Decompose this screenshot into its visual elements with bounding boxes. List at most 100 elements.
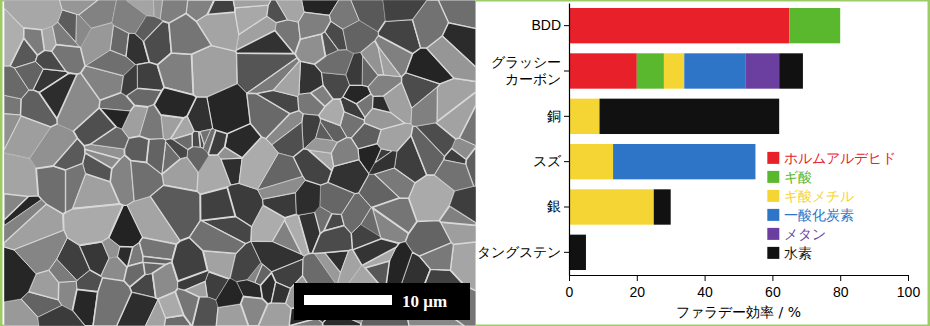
micrograph-facet xyxy=(145,300,165,326)
x-tick-mark xyxy=(772,275,773,281)
micrograph-facet xyxy=(295,34,325,65)
bar-segment xyxy=(789,8,840,43)
x-tick: 60 xyxy=(765,275,781,300)
x-tick-label: 0 xyxy=(566,284,574,300)
micrograph-facet xyxy=(362,56,378,86)
legend-label: 水素 xyxy=(784,245,812,261)
micrograph-facet xyxy=(189,220,245,253)
scale-bar: 10 μm xyxy=(294,283,470,320)
x-tick-mark xyxy=(908,275,909,281)
legend-entry: ギ酸メチル xyxy=(767,188,854,204)
x-tick: 0 xyxy=(566,275,574,300)
bar-segment xyxy=(840,8,841,43)
micrograph-facet xyxy=(342,193,372,233)
bar-segment xyxy=(600,99,780,134)
micrograph-facet xyxy=(299,62,323,95)
micrograph-facet xyxy=(276,0,304,22)
y-tick: 銅 xyxy=(547,108,569,124)
x-tick: 100 xyxy=(897,275,921,300)
micrograph-facet xyxy=(208,130,227,155)
micrograph-facet xyxy=(411,87,437,126)
micrograph-facet xyxy=(319,99,344,126)
x-tick-mark xyxy=(705,275,706,281)
y-tick: 銀 xyxy=(547,198,569,214)
micrograph-facet xyxy=(112,0,146,33)
micrograph-facet xyxy=(153,0,162,19)
micrograph-facet xyxy=(225,124,262,158)
micrograph-facet xyxy=(357,94,373,117)
micrograph-facet xyxy=(4,114,21,150)
legend-swatch xyxy=(767,171,779,183)
micrograph-facet xyxy=(185,281,207,297)
bar-segment xyxy=(664,53,684,88)
micrograph-facet xyxy=(85,149,120,168)
micrograph xyxy=(4,0,476,326)
micrograph-facet xyxy=(73,108,116,146)
x-tick-label: 40 xyxy=(697,284,713,300)
bar-segment xyxy=(745,53,779,88)
legend-label: 一酸化炭素 xyxy=(784,207,854,223)
legend-entry: 水素 xyxy=(767,245,812,261)
micrograph-facet xyxy=(233,0,271,8)
legend-label: ギ酸メチル xyxy=(784,188,854,204)
micrograph-facet xyxy=(383,0,427,21)
y-tick-label: タングステン xyxy=(477,244,561,260)
micrograph-facet xyxy=(66,164,86,213)
micrograph-facet xyxy=(38,305,85,326)
micrograph-facet xyxy=(353,239,399,266)
micrograph-facet xyxy=(216,278,244,307)
legend-label: メタン xyxy=(784,226,826,242)
micrograph-facet xyxy=(236,31,295,54)
legend-swatch xyxy=(767,152,779,164)
micrograph-facet xyxy=(4,153,38,197)
y-tick: グラッシーカーボン xyxy=(491,54,569,87)
y-tick-mark xyxy=(564,161,569,162)
x-tick: 20 xyxy=(630,275,646,300)
micrograph-facet xyxy=(436,92,476,139)
x-tick-label: 100 xyxy=(897,284,921,300)
bar-segment xyxy=(569,53,637,88)
bar-segment xyxy=(840,8,841,43)
legend: ホルムアルデヒドギ酸ギ酸メチル一酸化炭素メタン水素 xyxy=(767,150,896,261)
micrograph-facet xyxy=(121,65,137,96)
micrograph-facet xyxy=(271,282,290,303)
bar-segment xyxy=(569,144,613,179)
micrograph-facet xyxy=(251,242,304,272)
bar-segment xyxy=(637,53,664,88)
micrograph-facet xyxy=(93,278,132,326)
micrograph-facet xyxy=(343,20,378,53)
x-tick-label: 60 xyxy=(765,284,781,300)
bar-segment xyxy=(755,144,756,179)
micrograph-facet xyxy=(378,47,401,77)
bar-segment xyxy=(569,99,600,134)
micrograph-facet xyxy=(235,5,268,35)
scale-bar-box xyxy=(294,283,470,320)
x-axis-line xyxy=(570,275,909,276)
scale-bar-line xyxy=(304,295,392,305)
x-axis-title: ファラデー効率 / % xyxy=(676,304,801,320)
micrograph-facet xyxy=(39,73,77,119)
x-axis: 0 20 40 60 80 100 xyxy=(566,275,921,300)
bar-segment xyxy=(755,144,756,179)
micrograph-facet xyxy=(117,247,132,268)
micrograph-facet xyxy=(59,0,97,15)
micrograph-facet xyxy=(200,187,235,220)
y-tick: タングステン xyxy=(477,244,569,260)
y-tick-label: 銅 xyxy=(547,108,561,124)
y-axis-line xyxy=(569,4,570,276)
micrograph-facet xyxy=(298,12,330,39)
bar-segment xyxy=(779,53,803,88)
micrograph-facet xyxy=(4,0,62,30)
y-tick-label: スズ xyxy=(533,153,562,169)
micrograph-facet xyxy=(4,299,39,326)
legend-swatch xyxy=(767,247,779,259)
y-axis: BDDグラッシーカーボン銅スズ銀タングステン xyxy=(477,4,570,276)
micrograph-facet xyxy=(419,243,453,270)
legend-swatch xyxy=(767,228,779,240)
y-tick-label: グラッシーカーボン xyxy=(491,54,561,87)
legend-entry: ホルムアルデヒド xyxy=(767,150,896,166)
legend-label: ホルムアルデヒド xyxy=(784,150,896,166)
bar-segment xyxy=(569,235,586,270)
x-tick-label: 80 xyxy=(833,284,849,300)
legend-swatch xyxy=(767,190,779,202)
